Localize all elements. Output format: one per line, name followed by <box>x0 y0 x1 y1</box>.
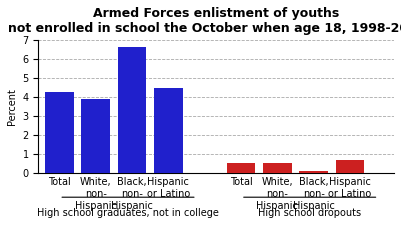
Bar <box>45 92 73 173</box>
Bar <box>117 47 146 173</box>
Bar <box>263 163 292 173</box>
Title: Armed Forces enlistment of youths
not enrolled in school the October when age 18: Armed Forces enlistment of youths not en… <box>8 7 401 35</box>
Bar <box>154 88 182 173</box>
Text: High school graduates, not in college: High school graduates, not in college <box>37 208 219 218</box>
Bar <box>227 163 255 173</box>
Text: High school dropouts: High school dropouts <box>258 208 361 218</box>
Bar <box>299 171 328 173</box>
Bar <box>81 99 110 173</box>
Y-axis label: Percent: Percent <box>7 88 17 125</box>
Bar <box>336 160 364 173</box>
